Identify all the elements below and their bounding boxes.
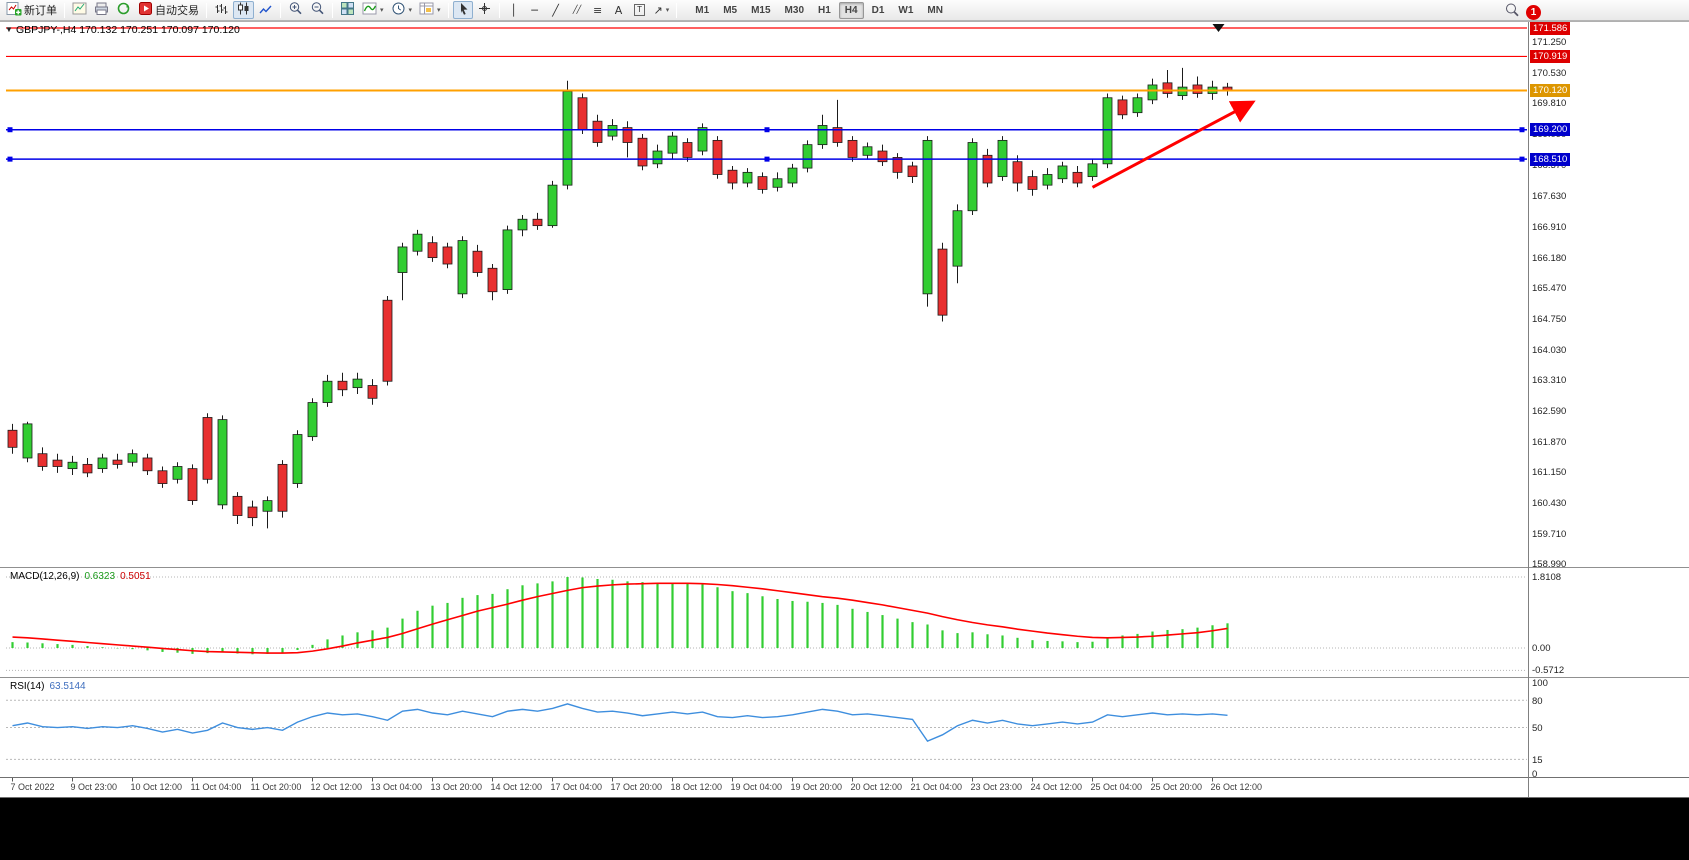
- toolbar: 新订单 自动交易 ▾ ▾ ▾ │ ─ ╱ ╱╱ ≡ A T ↗ ▾ M: [0, 0, 1689, 21]
- vertical-line-icon: │: [510, 3, 517, 17]
- chevron-down-icon: ▾: [380, 7, 384, 14]
- auto-trading-icon: [138, 1, 153, 19]
- line-handle[interactable]: [764, 156, 770, 162]
- notification-badge[interactable]: 1: [1526, 5, 1541, 20]
- clock-icon: [391, 1, 406, 19]
- timeframe-M5[interactable]: M5: [723, 4, 738, 16]
- templates-icon: [419, 1, 434, 19]
- cursor-tool-button[interactable]: [452, 1, 473, 19]
- separator: [676, 2, 678, 18]
- chart-window-icon: [72, 1, 87, 19]
- fibonacci-icon: ≡: [592, 3, 603, 17]
- new-order-button[interactable]: 新订单: [3, 1, 60, 19]
- toolbar-right-group: 1: [1504, 2, 1541, 23]
- zoom-out-button[interactable]: [307, 1, 328, 19]
- trendline-icon: ╱: [552, 3, 559, 17]
- candlestick-mode-button[interactable]: [233, 1, 254, 19]
- auto-trading-button[interactable]: 自动交易: [135, 1, 202, 19]
- time-axis[interactable]: [0, 777, 1528, 798]
- desktop-background: [0, 798, 1689, 860]
- crosshair-icon: [477, 1, 492, 19]
- indicators-icon: [362, 1, 377, 19]
- separator: [206, 2, 207, 18]
- cursor-icon: [456, 1, 470, 19]
- periods-menu-button[interactable]: ▾: [388, 1, 416, 19]
- line-handle[interactable]: [7, 127, 13, 133]
- line-handle[interactable]: [1519, 127, 1525, 133]
- arrows-menu-button[interactable]: ↗ ▾: [651, 1, 673, 19]
- line-chart-mode-button[interactable]: [255, 1, 276, 19]
- text-label-icon: T: [634, 4, 645, 16]
- timeframe-group: M1 M5 M15 M30 H1 H4 D1 W1 MN: [689, 1, 949, 19]
- candlestick-icon: [236, 1, 251, 19]
- macd-signal-line: [12, 582, 1228, 654]
- line-handle[interactable]: [1519, 156, 1525, 162]
- macd-histogram: [11, 577, 1229, 655]
- separator: [332, 2, 333, 18]
- new-order-label: 新订单: [24, 5, 57, 17]
- chart-window-button[interactable]: [69, 1, 90, 19]
- vertical-line-tool-button[interactable]: │: [504, 1, 524, 19]
- channel-tool-button[interactable]: ╱╱: [567, 1, 587, 19]
- trendline-tool-button[interactable]: ╱: [546, 1, 566, 19]
- horizontal-line-tool-button[interactable]: ─: [525, 1, 545, 19]
- crosshair-tool-button[interactable]: [474, 1, 495, 19]
- line-chart-icon: [258, 2, 273, 19]
- separator: [64, 2, 65, 18]
- new-order-icon: [6, 1, 22, 19]
- separator: [447, 2, 449, 18]
- trend-arrow[interactable]: [1091, 100, 1256, 189]
- tile-windows-button[interactable]: [337, 1, 358, 19]
- printer-icon: [94, 1, 109, 19]
- arrow-object-icon: ↗: [653, 3, 663, 17]
- search-icon[interactable]: [1504, 2, 1520, 23]
- horizontal-line-icon: ─: [531, 3, 538, 17]
- rsi-panel[interactable]: [0, 677, 1528, 777]
- one-click-trading-toggle[interactable]: ▼: [5, 25, 13, 34]
- bar-chart-icon: [214, 2, 229, 19]
- main-chart-area[interactable]: [0, 22, 1528, 567]
- zoom-out-icon: [310, 1, 325, 19]
- chevron-down-icon: ▾: [408, 7, 413, 14]
- line-handle[interactable]: [764, 127, 770, 133]
- timeframe-H1[interactable]: H1: [818, 4, 831, 16]
- refresh-button[interactable]: [113, 1, 134, 19]
- fibonacci-tool-button[interactable]: ≡: [588, 1, 608, 19]
- timeframe-D1[interactable]: D1: [871, 4, 885, 16]
- text-label-tool-button[interactable]: T: [630, 1, 650, 19]
- templates-menu-button[interactable]: ▾: [416, 1, 444, 19]
- timeframe-M1[interactable]: M1: [695, 4, 710, 16]
- timeframe-M15[interactable]: M15: [751, 4, 771, 16]
- timeframe-M30[interactable]: M30: [784, 4, 804, 16]
- chevron-down-icon: ▾: [437, 7, 441, 14]
- macd-panel[interactable]: [0, 567, 1528, 677]
- candlestick-series: [7, 67, 1233, 529]
- text-tool-button[interactable]: A: [609, 1, 629, 19]
- chevron-down-icon: ▾: [665, 7, 670, 14]
- bar-chart-mode-button[interactable]: [211, 1, 232, 19]
- timeframe-W1[interactable]: W1: [898, 4, 914, 16]
- chart-canvas[interactable]: [0, 0, 1689, 798]
- zoom-in-icon: [288, 1, 303, 19]
- timeframe-MN[interactable]: MN: [927, 4, 943, 16]
- zoom-in-button[interactable]: [285, 1, 306, 19]
- timeframe-H4[interactable]: H4: [838, 1, 864, 19]
- tile-windows-icon: [340, 1, 355, 19]
- line-handle[interactable]: [7, 156, 13, 162]
- equidistant-channel-icon: ╱╱: [572, 5, 582, 14]
- indicators-menu-button[interactable]: ▾: [359, 1, 387, 19]
- print-button[interactable]: [91, 1, 112, 19]
- price-axis[interactable]: [1528, 22, 1689, 797]
- top-marker-icon[interactable]: [1212, 24, 1225, 33]
- mt4-terminal-window: 新订单 自动交易 ▾ ▾ ▾ │ ─ ╱ ╱╱ ≡ A T ↗ ▾ M: [0, 0, 1689, 798]
- separator: [280, 2, 281, 18]
- auto-trading-label: 自动交易: [155, 5, 199, 17]
- separator: [498, 2, 500, 18]
- text-icon: A: [614, 3, 623, 17]
- refresh-icon: [116, 1, 131, 19]
- rsi-line: [12, 703, 1228, 743]
